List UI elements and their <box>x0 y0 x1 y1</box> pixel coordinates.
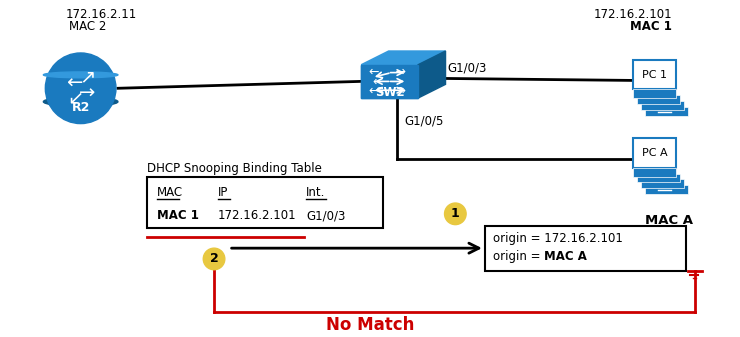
Text: G1/0/3: G1/0/3 <box>306 209 346 222</box>
Ellipse shape <box>44 97 118 106</box>
FancyBboxPatch shape <box>641 101 684 110</box>
FancyBboxPatch shape <box>637 174 680 182</box>
FancyBboxPatch shape <box>147 177 383 227</box>
Circle shape <box>45 53 116 124</box>
Text: MAC A: MAC A <box>645 214 693 227</box>
FancyBboxPatch shape <box>485 225 686 271</box>
Text: →: → <box>79 84 95 103</box>
Circle shape <box>204 248 225 270</box>
FancyBboxPatch shape <box>645 185 687 194</box>
Text: MAC: MAC <box>157 186 184 199</box>
Text: 172.16.2.11: 172.16.2.11 <box>66 8 137 21</box>
Text: ↗: ↗ <box>79 67 95 86</box>
Text: MAC 1: MAC 1 <box>630 20 672 33</box>
Text: ←    →: ← → <box>369 66 406 79</box>
Text: ←: ← <box>66 74 82 93</box>
Text: ←    →: ← → <box>369 85 406 98</box>
Text: PC 1: PC 1 <box>642 69 667 80</box>
Text: 172.16.2.101: 172.16.2.101 <box>593 8 672 21</box>
Text: R2: R2 <box>72 101 90 114</box>
Text: MAC 2: MAC 2 <box>69 20 107 33</box>
Polygon shape <box>361 65 418 98</box>
Polygon shape <box>361 65 418 98</box>
Polygon shape <box>361 51 445 65</box>
Text: SW2: SW2 <box>374 86 405 99</box>
Text: DHCP Snooping Binding Table: DHCP Snooping Binding Table <box>147 162 322 175</box>
FancyBboxPatch shape <box>633 168 676 177</box>
Text: ←  →: ← → <box>373 76 402 89</box>
Text: MAC A: MAC A <box>544 250 587 264</box>
Text: 1: 1 <box>451 207 460 220</box>
Text: G1/0/5: G1/0/5 <box>404 114 444 127</box>
Text: origin = 172.16.2.101: origin = 172.16.2.101 <box>493 232 622 245</box>
FancyBboxPatch shape <box>645 107 687 116</box>
Circle shape <box>445 203 466 225</box>
FancyBboxPatch shape <box>633 60 676 89</box>
Ellipse shape <box>44 72 118 78</box>
Text: origin =: origin = <box>493 250 544 264</box>
Text: ↙: ↙ <box>67 89 84 108</box>
Polygon shape <box>418 51 445 98</box>
Text: 172.16.2.101: 172.16.2.101 <box>218 209 297 222</box>
FancyBboxPatch shape <box>637 95 680 104</box>
Text: MAC 1: MAC 1 <box>157 209 199 222</box>
FancyBboxPatch shape <box>633 138 676 168</box>
Text: No Match: No Match <box>326 316 414 334</box>
FancyBboxPatch shape <box>641 180 684 188</box>
Text: Int.: Int. <box>306 186 326 199</box>
Text: PC A: PC A <box>642 148 667 158</box>
Text: G1/0/3: G1/0/3 <box>448 61 487 74</box>
FancyBboxPatch shape <box>633 89 676 98</box>
Text: 2: 2 <box>209 252 218 266</box>
Text: IP: IP <box>218 186 229 199</box>
